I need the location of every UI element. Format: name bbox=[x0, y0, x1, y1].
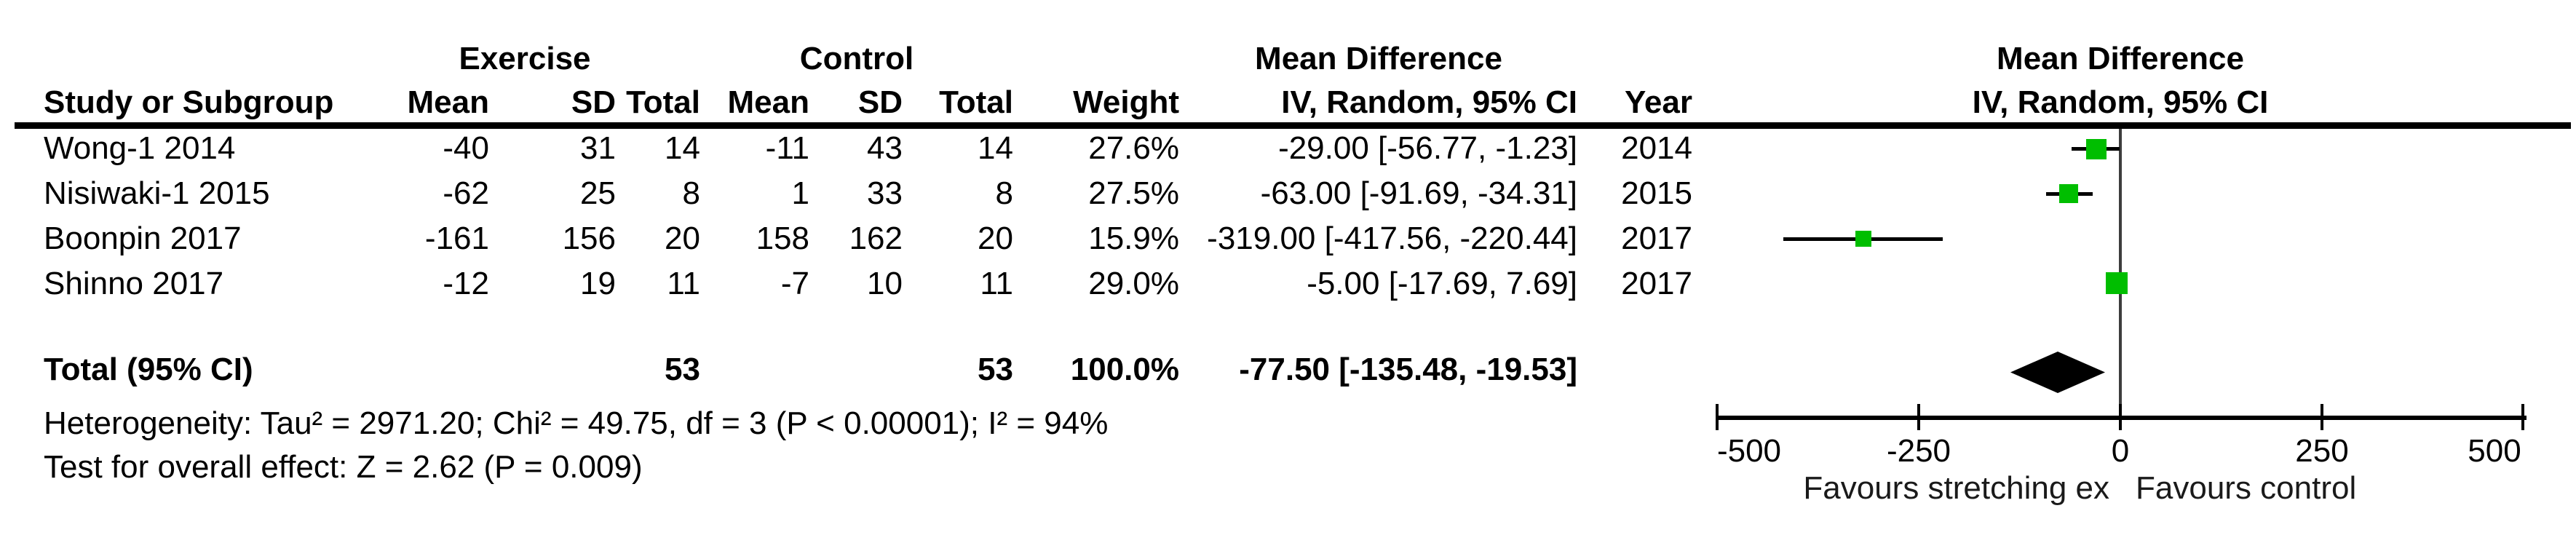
axis-tick bbox=[1917, 404, 1920, 430]
col-header-total-control: Total bbox=[939, 84, 1013, 120]
sd-control-value: 162 bbox=[849, 221, 903, 256]
sd-exercise-value: 25 bbox=[580, 175, 616, 211]
axis-tick-label: 500 bbox=[2468, 433, 2521, 469]
axis-tick bbox=[2119, 404, 2122, 430]
year-value: 2014 bbox=[1621, 130, 1692, 166]
total-control-sum: 53 bbox=[978, 352, 1013, 387]
axis-tick-label: -500 bbox=[1716, 433, 1782, 469]
mean-control-value: 158 bbox=[756, 221, 809, 256]
mean-difference-column-header: Mean Difference bbox=[1255, 41, 1502, 76]
col-header-ci: IV, Random, 95% CI bbox=[1281, 84, 1577, 120]
mean-control-value: -7 bbox=[780, 266, 809, 301]
total-exercise-value: 14 bbox=[665, 130, 700, 166]
col-header-weight: Weight bbox=[1073, 84, 1179, 120]
axis-tick-label: 250 bbox=[2295, 433, 2349, 469]
group-header-row: Exercise Control Mean Difference Mean Di… bbox=[0, 36, 2576, 82]
sd-exercise-value: 156 bbox=[562, 221, 616, 256]
total-control-value: 20 bbox=[978, 221, 1013, 256]
table-row: Shinno 2017 -12 19 11 -7 10 11 29.0% -5.… bbox=[0, 261, 2576, 306]
total-exercise-value: 8 bbox=[682, 175, 700, 211]
total-control-value: 11 bbox=[980, 266, 1013, 301]
heterogeneity-text: Heterogeneity: Tau² = 2971.20; Chi² = 49… bbox=[44, 405, 1109, 441]
control-group-header: Control bbox=[799, 41, 914, 76]
total-label: Total (95% CI) bbox=[44, 352, 253, 387]
table-row: Wong-1 2014 -40 31 14 -11 43 14 27.6% -2… bbox=[0, 126, 2576, 171]
favours-right-label: Favours control bbox=[2136, 470, 2357, 506]
ci-value: -29.00 [-56.77, -1.23] bbox=[1278, 130, 1577, 166]
total-control-value: 14 bbox=[978, 130, 1013, 166]
ci-value: -319.00 [-417.56, -220.44] bbox=[1207, 221, 1577, 256]
ci-value: -63.00 [-91.69, -34.31] bbox=[1260, 175, 1577, 211]
weight-value: 29.0% bbox=[1088, 266, 1179, 301]
column-header-row: Study or Subgroup Mean SD Total Mean SD … bbox=[0, 80, 2576, 125]
plot-header-line1: Mean Difference bbox=[1997, 41, 2244, 76]
header-divider-rule bbox=[15, 122, 2571, 129]
mean-exercise-value: -161 bbox=[424, 221, 489, 256]
col-header-study: Study or Subgroup bbox=[44, 84, 334, 120]
effect-square-wong bbox=[2086, 139, 2107, 159]
axis-tick bbox=[2321, 404, 2323, 430]
axis-tick bbox=[2521, 404, 2524, 430]
exercise-group-header: Exercise bbox=[459, 41, 591, 76]
table-row: Boonpin 2017 -161 156 20 158 162 20 15.9… bbox=[0, 216, 2576, 261]
study-label: Nisiwaki-1 2015 bbox=[44, 175, 270, 211]
sd-control-value: 10 bbox=[867, 266, 903, 301]
favours-left-label: Favours stretching ex bbox=[1803, 470, 2109, 506]
total-exercise-sum: 53 bbox=[665, 352, 700, 387]
col-header-sd-control: SD bbox=[857, 84, 903, 120]
weight-value: 27.5% bbox=[1088, 175, 1179, 211]
total-control-value: 8 bbox=[995, 175, 1013, 211]
mean-exercise-value: -12 bbox=[443, 266, 489, 301]
mean-exercise-value: -62 bbox=[443, 175, 489, 211]
total-exercise-value: 20 bbox=[665, 221, 700, 256]
effect-square-nisiwaki bbox=[2059, 184, 2078, 203]
study-label: Shinno 2017 bbox=[44, 266, 224, 301]
sd-exercise-value: 19 bbox=[580, 266, 616, 301]
axis-tick bbox=[1716, 404, 1719, 430]
col-header-total-exercise: Total bbox=[626, 84, 700, 120]
year-value: 2017 bbox=[1621, 266, 1692, 301]
study-label: Boonpin 2017 bbox=[44, 221, 242, 256]
col-header-sd-exercise: SD bbox=[571, 84, 616, 120]
effect-square-shinno bbox=[2106, 272, 2128, 294]
year-value: 2017 bbox=[1621, 221, 1692, 256]
total-row: Total (95% CI) 53 53 100.0% -77.50 [-135… bbox=[0, 347, 2576, 392]
mean-control-value: 1 bbox=[791, 175, 809, 211]
axis-tick-label: -250 bbox=[1886, 433, 1951, 469]
study-label: Wong-1 2014 bbox=[44, 130, 236, 166]
col-header-mean-control: Mean bbox=[727, 84, 809, 120]
col-header-mean-exercise: Mean bbox=[407, 84, 489, 120]
ci-value: -5.00 [-17.69, 7.69] bbox=[1307, 266, 1577, 301]
effect-square-boonpin bbox=[1855, 231, 1871, 247]
mean-control-value: -11 bbox=[765, 130, 809, 166]
total-weight: 100.0% bbox=[1070, 352, 1179, 387]
weight-value: 15.9% bbox=[1088, 221, 1179, 256]
sd-control-value: 43 bbox=[867, 130, 903, 166]
overall-effect-text: Test for overall effect: Z = 2.62 (P = 0… bbox=[44, 449, 643, 485]
table-row: Nisiwaki-1 2015 -62 25 8 1 33 8 27.5% -6… bbox=[0, 171, 2576, 216]
pooled-effect-diamond bbox=[2010, 352, 2105, 393]
total-ci: -77.50 [-135.48, -19.53] bbox=[1239, 352, 1577, 387]
col-header-year: Year bbox=[1625, 84, 1692, 120]
plot-header-line2: IV, Random, 95% CI bbox=[1972, 84, 2269, 120]
year-value: 2015 bbox=[1621, 175, 1692, 211]
sd-exercise-value: 31 bbox=[580, 130, 616, 166]
mean-exercise-value: -40 bbox=[443, 130, 489, 166]
total-exercise-value: 11 bbox=[667, 266, 700, 301]
sd-control-value: 33 bbox=[867, 175, 903, 211]
weight-value: 27.6% bbox=[1088, 130, 1179, 166]
axis-tick-label: 0 bbox=[2111, 433, 2130, 469]
